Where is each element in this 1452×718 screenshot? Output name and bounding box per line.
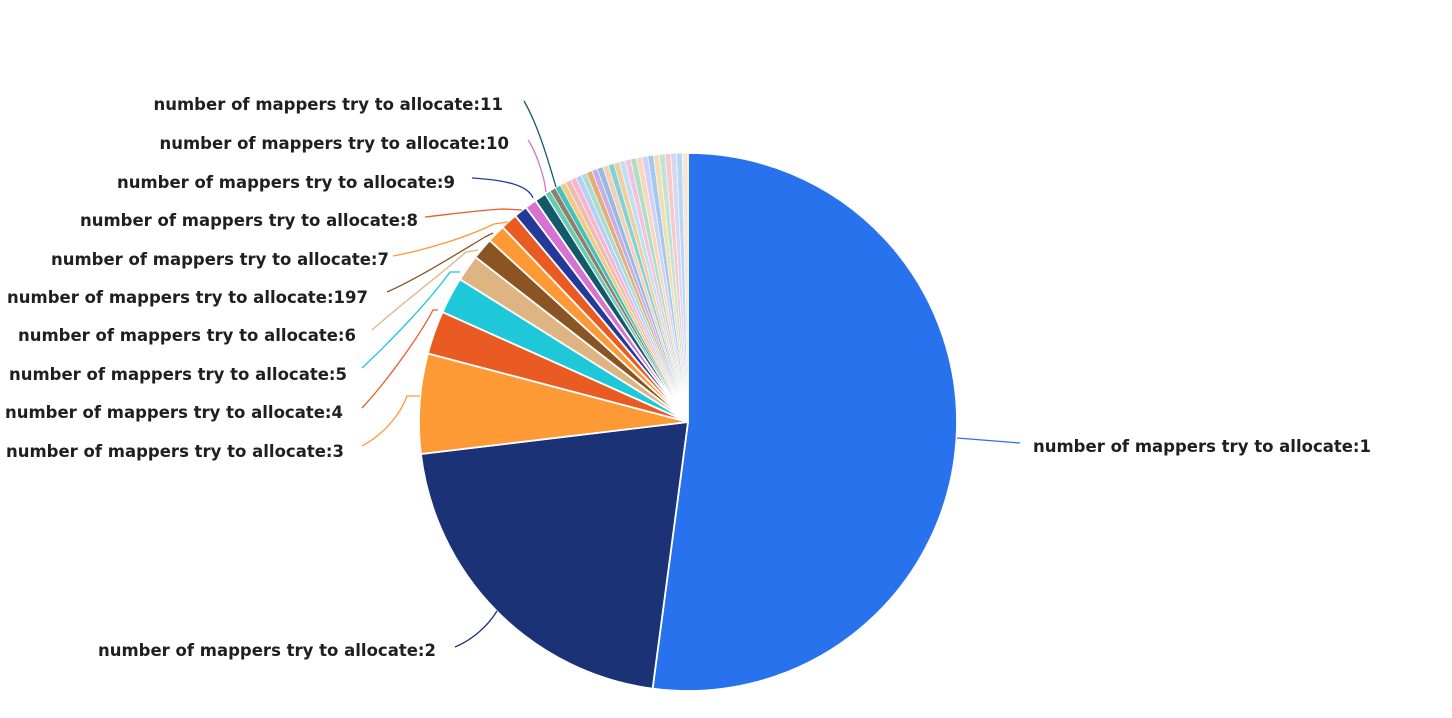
label-slice-6: number of mappers try to allocate:6 [18,326,356,345]
slice-labels: number of mappers try to allocate:1 numb… [5,95,1371,660]
leader-line-3 [361,395,420,447]
label-slice-197: number of mappers try to allocate:197 [7,288,368,307]
leader-line-4 [361,309,438,409]
pie-slice-1 [651,152,958,692]
leader-line-11 [523,100,557,188]
label-slice-2: number of mappers try to allocate:2 [98,641,436,660]
leader-line-7 [392,221,509,257]
label-slice-9: number of mappers try to allocate:9 [117,173,455,192]
label-slice-10: number of mappers try to allocate:10 [160,134,510,153]
leader-line-9 [471,177,534,199]
label-slice-4: number of mappers try to allocate:4 [5,403,343,422]
label-slice-8: number of mappers try to allocate:8 [80,211,418,230]
leader-line-197 [386,232,494,293]
label-slice-7: number of mappers try to allocate:7 [51,250,389,269]
leader-line-2 [454,610,498,648]
leader-line-8 [424,208,523,218]
label-slice-3: number of mappers try to allocate:3 [6,442,344,461]
leader-line-1 [956,437,1021,444]
pie-slices [418,152,958,692]
label-slice-5: number of mappers try to allocate:5 [9,365,347,384]
pie-slice-tail-25 [681,152,689,423]
leader-line-10 [527,139,547,193]
label-slice-11: number of mappers try to allocate:11 [154,95,504,114]
leader-line-6 [371,249,479,331]
leader-lines [361,100,1021,648]
pie-slice-2 [419,420,690,690]
leader-line-5 [361,271,460,369]
label-slice-1: number of mappers try to allocate:1 [1033,437,1371,456]
